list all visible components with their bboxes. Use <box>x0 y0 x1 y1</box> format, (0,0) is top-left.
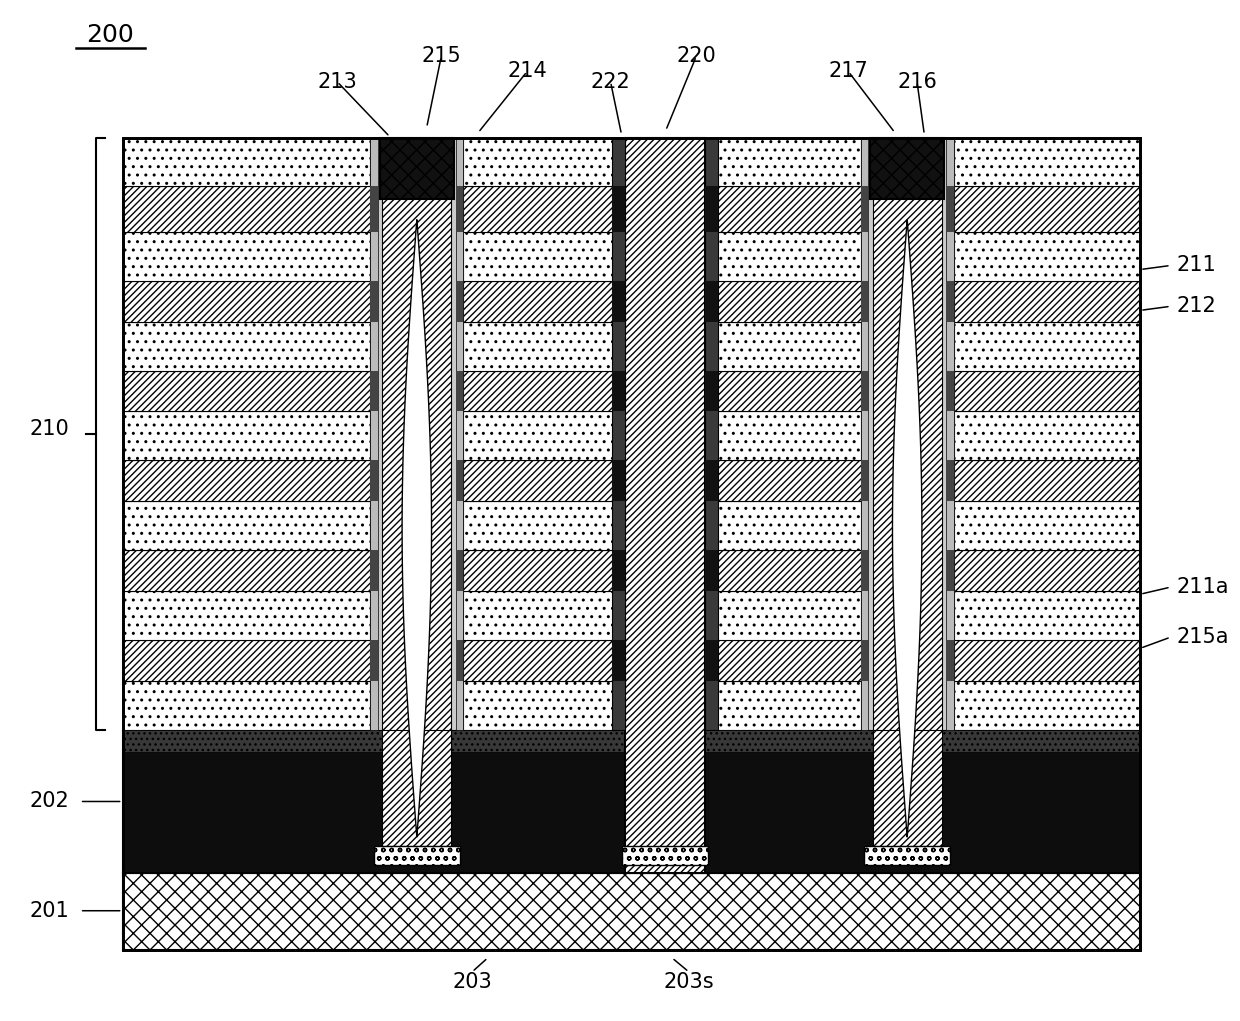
Bar <box>611 281 625 322</box>
Bar <box>861 460 868 501</box>
Bar <box>123 281 1140 322</box>
Bar <box>704 550 718 591</box>
Bar <box>123 681 1140 730</box>
Bar <box>123 730 1140 873</box>
Text: 217: 217 <box>828 61 868 82</box>
Bar <box>374 846 460 865</box>
Text: 201: 201 <box>30 901 69 921</box>
Bar <box>123 138 1140 950</box>
Text: 212: 212 <box>1177 296 1216 317</box>
Bar <box>371 186 378 232</box>
Bar <box>456 138 464 730</box>
Bar <box>622 846 708 865</box>
Bar <box>611 186 625 232</box>
Bar <box>123 460 1140 501</box>
Text: 214: 214 <box>507 61 547 82</box>
Bar <box>123 138 1140 950</box>
Text: 202: 202 <box>30 791 69 812</box>
Bar <box>704 371 718 411</box>
Bar <box>371 138 464 730</box>
Polygon shape <box>893 220 921 837</box>
Bar <box>611 640 625 681</box>
Bar <box>123 501 1140 550</box>
Bar <box>864 846 950 865</box>
Text: 213: 213 <box>317 71 357 92</box>
Bar <box>946 138 954 730</box>
Bar <box>946 371 954 411</box>
Bar <box>873 730 941 846</box>
Bar <box>625 138 704 873</box>
Bar <box>123 640 1140 681</box>
Bar <box>704 138 718 730</box>
Text: 211a: 211a <box>1177 577 1229 597</box>
Bar <box>371 460 378 501</box>
Text: 215: 215 <box>422 46 461 66</box>
Bar <box>861 138 868 730</box>
Bar <box>611 550 625 591</box>
Bar <box>861 371 868 411</box>
Bar <box>946 640 954 681</box>
Bar <box>456 186 464 232</box>
Bar <box>123 322 1140 371</box>
Bar <box>123 550 1140 591</box>
Bar <box>611 460 625 501</box>
Bar <box>946 460 954 501</box>
Text: 211: 211 <box>1177 255 1216 276</box>
Bar <box>371 640 378 681</box>
Bar <box>861 640 868 681</box>
Bar <box>611 371 625 411</box>
Bar <box>456 460 464 501</box>
Bar <box>704 640 718 681</box>
Bar <box>371 550 378 591</box>
Text: 222: 222 <box>590 71 630 92</box>
Text: 220: 220 <box>677 46 717 66</box>
Bar <box>704 281 718 322</box>
Text: 200: 200 <box>87 22 134 47</box>
Text: 203s: 203s <box>663 972 714 992</box>
Bar <box>123 371 1140 411</box>
Bar <box>456 640 464 681</box>
Bar <box>382 138 451 858</box>
Text: 216: 216 <box>897 71 937 92</box>
Bar <box>371 138 378 730</box>
Bar <box>123 873 1140 950</box>
Bar <box>861 138 954 730</box>
Bar <box>123 730 1140 752</box>
Bar <box>946 186 954 232</box>
Text: 203: 203 <box>453 972 492 992</box>
Bar <box>371 281 378 322</box>
Bar <box>870 138 944 199</box>
Polygon shape <box>402 220 432 837</box>
Bar <box>861 186 868 232</box>
Text: 215a: 215a <box>1177 627 1229 647</box>
Bar <box>379 138 454 199</box>
Bar <box>704 460 718 501</box>
Bar <box>382 730 451 846</box>
Bar <box>456 550 464 591</box>
Bar <box>123 591 1140 640</box>
Bar <box>456 281 464 322</box>
Bar <box>123 138 1140 186</box>
Bar <box>123 411 1140 460</box>
Bar <box>861 550 868 591</box>
Bar <box>371 371 378 411</box>
Text: 210: 210 <box>30 419 69 439</box>
Bar <box>123 186 1140 232</box>
Bar <box>456 371 464 411</box>
Bar <box>611 138 625 730</box>
Bar <box>861 281 868 322</box>
Bar <box>946 281 954 322</box>
Bar <box>946 550 954 591</box>
Bar <box>704 186 718 232</box>
Bar <box>123 232 1140 281</box>
Bar <box>873 138 941 858</box>
